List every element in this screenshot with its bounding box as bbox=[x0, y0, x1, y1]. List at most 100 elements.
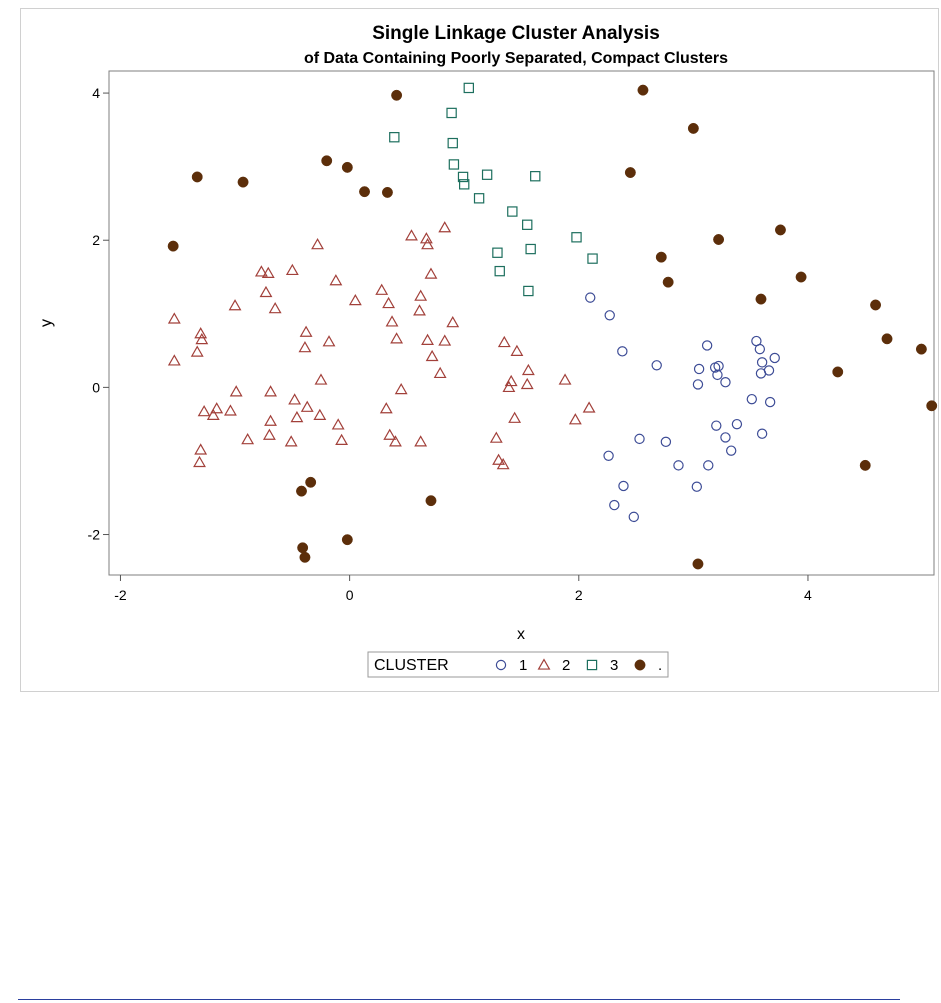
data-point bbox=[383, 428, 397, 440]
data-point bbox=[167, 312, 181, 324]
data-point bbox=[711, 420, 722, 431]
data-point bbox=[473, 193, 485, 204]
data-point bbox=[687, 122, 699, 134]
data-point bbox=[405, 229, 418, 241]
y-tick-label: -2 bbox=[88, 527, 101, 543]
data-point bbox=[756, 357, 768, 368]
data-point bbox=[341, 534, 353, 546]
legend-marker bbox=[537, 658, 551, 670]
data-point bbox=[313, 408, 327, 420]
x-axis-label: x bbox=[517, 626, 525, 643]
data-point bbox=[261, 266, 275, 278]
data-point bbox=[447, 137, 458, 149]
data-point bbox=[463, 82, 474, 94]
data-point bbox=[769, 352, 780, 364]
data-point bbox=[264, 385, 277, 397]
x-tick-label: -2 bbox=[114, 587, 127, 603]
data-point bbox=[359, 186, 370, 198]
data-point bbox=[331, 418, 345, 430]
data-point bbox=[713, 234, 725, 245]
data-point bbox=[329, 274, 343, 286]
data-point bbox=[299, 325, 313, 337]
data-point bbox=[438, 334, 452, 346]
data-point bbox=[389, 435, 402, 447]
data-point bbox=[298, 341, 312, 353]
data-point bbox=[305, 476, 317, 488]
data-point bbox=[859, 459, 871, 471]
data-point bbox=[609, 499, 620, 511]
data-point bbox=[525, 243, 536, 255]
data-point bbox=[693, 363, 705, 375]
scatter-chart: Single Linkage Cluster Analysis of Data … bbox=[38, 23, 938, 678]
data-point bbox=[297, 542, 309, 554]
x-tick-label: 0 bbox=[346, 587, 354, 603]
data-point bbox=[713, 360, 724, 372]
legend-label: 2 bbox=[562, 657, 570, 674]
data-point bbox=[206, 408, 220, 420]
data-point bbox=[881, 333, 893, 345]
data-point bbox=[795, 271, 807, 283]
data-point bbox=[322, 335, 336, 347]
data-point bbox=[414, 289, 428, 301]
data-point bbox=[391, 89, 403, 101]
data-point bbox=[237, 176, 249, 188]
data-point bbox=[703, 460, 714, 471]
data-point bbox=[604, 310, 615, 321]
data-point bbox=[617, 346, 628, 357]
data-point bbox=[194, 443, 208, 455]
series-3 bbox=[389, 82, 598, 297]
data-point bbox=[496, 458, 510, 470]
data-point bbox=[241, 433, 255, 445]
data-point bbox=[521, 363, 535, 376]
data-point bbox=[915, 343, 927, 355]
data-point bbox=[419, 232, 433, 244]
data-point bbox=[492, 453, 506, 465]
data-point bbox=[446, 107, 457, 119]
data-point bbox=[655, 251, 667, 263]
data-point bbox=[502, 380, 516, 393]
data-point bbox=[191, 171, 203, 183]
y-tick-label: 0 bbox=[92, 379, 100, 395]
data-point bbox=[755, 293, 767, 305]
data-point bbox=[457, 171, 469, 183]
data-point bbox=[692, 379, 704, 390]
data-point bbox=[712, 369, 723, 381]
y-axis: -2 0 2 4 bbox=[88, 85, 109, 543]
data-point bbox=[523, 285, 534, 297]
data-point bbox=[530, 171, 541, 182]
data-point bbox=[660, 436, 672, 448]
chart-subtitle: of Data Containing Poorly Separated, Com… bbox=[304, 50, 728, 67]
data-point bbox=[381, 186, 393, 198]
legend-marker bbox=[634, 659, 646, 671]
chart-title: Single Linkage Cluster Analysis bbox=[372, 23, 660, 44]
data-point bbox=[720, 432, 731, 443]
legend-label: 3 bbox=[610, 657, 618, 674]
legend-marker bbox=[495, 659, 507, 671]
data-point bbox=[300, 400, 314, 412]
data-point bbox=[433, 366, 447, 379]
data-point bbox=[424, 267, 438, 279]
data-point bbox=[254, 265, 268, 277]
data-point bbox=[264, 414, 277, 426]
data-point bbox=[448, 159, 460, 170]
data-point bbox=[926, 400, 938, 412]
data-point bbox=[385, 315, 399, 327]
data-point bbox=[673, 460, 684, 471]
data-point bbox=[167, 354, 181, 366]
data-point bbox=[193, 455, 206, 468]
data-point bbox=[508, 411, 522, 423]
data-point bbox=[571, 232, 582, 243]
data-point bbox=[394, 382, 408, 395]
data-point bbox=[229, 385, 243, 397]
data-point bbox=[210, 402, 224, 414]
data-point bbox=[299, 551, 311, 563]
legend-label: 1 bbox=[519, 657, 527, 674]
data-point bbox=[321, 155, 333, 167]
data-point bbox=[348, 293, 362, 306]
data-point bbox=[637, 84, 649, 96]
data-point bbox=[568, 413, 582, 425]
page-divider bbox=[18, 999, 900, 1000]
series-2 bbox=[167, 221, 596, 470]
data-point bbox=[522, 219, 533, 230]
data-point bbox=[520, 377, 534, 390]
